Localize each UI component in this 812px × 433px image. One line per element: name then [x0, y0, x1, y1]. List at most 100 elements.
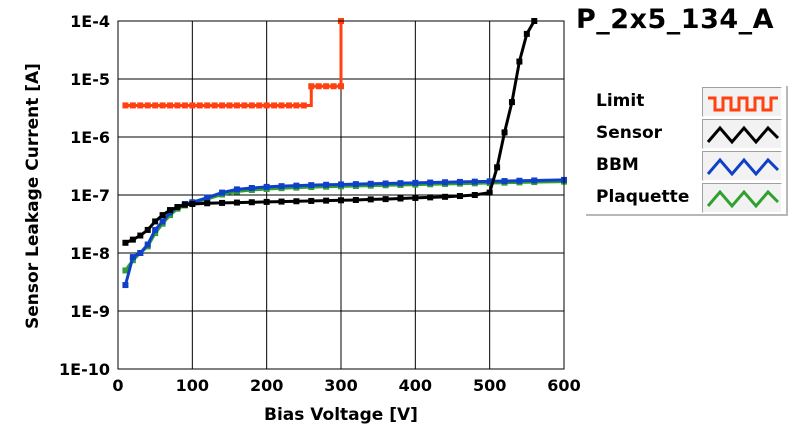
data-point	[323, 83, 330, 90]
legend-item-bbm[interactable]: BBM	[586, 150, 782, 182]
data-point	[442, 193, 449, 200]
data-point	[122, 282, 129, 289]
data-point	[382, 180, 389, 187]
legend: Limit Sensor BBM Plaquette	[586, 86, 788, 216]
data-point	[122, 267, 129, 274]
data-point	[263, 183, 270, 190]
data-point	[174, 102, 181, 109]
data-point	[144, 102, 151, 109]
data-point	[486, 178, 493, 185]
legend-item-plaquette[interactable]: Plaquette	[586, 182, 782, 214]
data-point	[122, 102, 129, 109]
data-point	[152, 226, 159, 233]
data-point	[181, 201, 188, 208]
data-point	[144, 241, 151, 248]
data-point	[501, 129, 508, 136]
data-point	[412, 194, 419, 201]
data-point	[137, 250, 144, 256]
data-point	[427, 179, 434, 186]
data-point	[397, 180, 404, 187]
x-tick-label: 0	[112, 376, 123, 395]
data-point	[308, 83, 315, 90]
y-tick-label: 1E-7	[70, 186, 110, 205]
data-point	[129, 254, 136, 261]
y-tick-label: 1E-4	[70, 12, 110, 31]
data-point	[219, 199, 226, 206]
legend-label: BBM	[596, 155, 639, 175]
data-point	[278, 198, 285, 205]
data-point	[204, 194, 211, 201]
data-point	[233, 199, 240, 206]
swatch-line	[706, 125, 780, 145]
data-point	[531, 177, 538, 184]
data-point	[189, 200, 196, 207]
data-point	[263, 198, 270, 205]
data-point	[308, 182, 315, 189]
data-point	[248, 185, 255, 192]
series-line	[124, 180, 565, 272]
legend-swatch-icon[interactable]	[702, 87, 782, 117]
legend-label: Sensor	[596, 123, 663, 143]
data-point	[293, 182, 300, 189]
data-point	[181, 102, 188, 109]
data-point	[152, 102, 159, 109]
data-point	[137, 102, 144, 109]
data-point	[516, 58, 523, 65]
data-point	[241, 102, 248, 109]
data-point	[263, 102, 270, 109]
data-point	[308, 197, 315, 204]
plot-frame	[117, 20, 565, 370]
data-point	[338, 83, 344, 90]
x-tick-label: 100	[176, 376, 209, 395]
data-point	[516, 177, 523, 184]
data-point	[271, 102, 278, 109]
y-tick-label: 1E-8	[70, 244, 110, 263]
data-point	[412, 179, 419, 186]
data-point	[159, 102, 166, 109]
data-point	[338, 197, 344, 204]
legend-swatch-icon[interactable]	[702, 183, 782, 213]
data-point	[204, 200, 211, 207]
legend-item-sensor[interactable]: Sensor	[586, 118, 782, 150]
data-point	[397, 195, 404, 202]
data-point	[494, 164, 501, 171]
data-point	[211, 102, 218, 109]
data-point	[122, 239, 129, 246]
data-point	[159, 212, 166, 219]
x-tick-label: 200	[250, 376, 283, 395]
data-point	[248, 102, 255, 109]
data-point	[300, 102, 307, 109]
legend-swatch-icon[interactable]	[702, 119, 782, 149]
data-point	[219, 189, 226, 196]
data-point	[352, 181, 359, 188]
data-point	[367, 180, 374, 187]
chart-title: P_2x5_134_A	[576, 4, 775, 35]
data-point	[338, 181, 344, 188]
x-tick-label: 400	[399, 376, 432, 395]
series-layer	[122, 18, 567, 289]
data-point	[427, 194, 434, 201]
legend-swatch-icon[interactable]	[702, 151, 782, 181]
data-point	[248, 199, 255, 206]
data-point	[323, 181, 330, 188]
data-point	[315, 83, 322, 90]
data-point	[129, 236, 136, 243]
data-point	[330, 83, 337, 90]
data-point	[204, 102, 211, 109]
data-point	[293, 102, 300, 109]
data-point	[129, 102, 136, 109]
data-point	[226, 102, 233, 109]
data-point	[442, 179, 449, 186]
data-point	[233, 186, 240, 193]
x-tick-label: 500	[473, 376, 506, 395]
y-tick-label: 1E-9	[70, 302, 110, 321]
data-point	[456, 193, 463, 200]
data-point	[144, 226, 151, 233]
data-point	[456, 178, 463, 185]
legend-item-limit[interactable]: Limit	[586, 86, 782, 118]
y-tick-label: 1E-6	[70, 128, 110, 147]
data-point	[196, 102, 203, 109]
data-point	[278, 102, 285, 109]
